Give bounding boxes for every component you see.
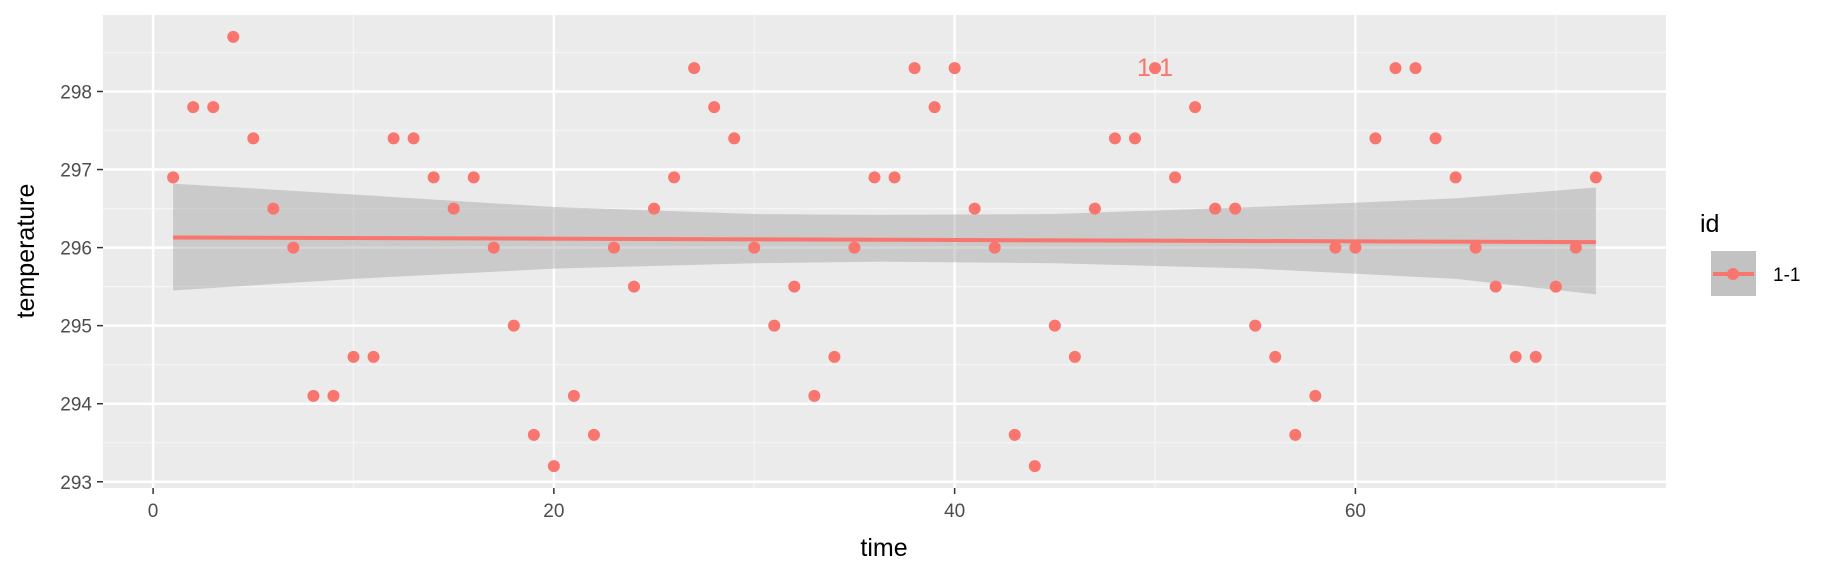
- data-point: [1549, 280, 1562, 293]
- legend-title: id: [1700, 210, 1719, 238]
- data-point: [1249, 319, 1262, 332]
- data-point: [1189, 101, 1202, 114]
- data-point: [788, 280, 801, 293]
- data-point: [1169, 171, 1182, 184]
- data-points: [167, 30, 1602, 473]
- x-tick-label: 40: [944, 501, 965, 522]
- x-axis-title: time: [860, 534, 907, 562]
- data-point: [427, 171, 440, 184]
- data-point: [1209, 202, 1222, 215]
- data-point: [287, 241, 300, 254]
- data-point: [467, 171, 480, 184]
- data-point: [1489, 280, 1502, 293]
- data-point: [267, 202, 280, 215]
- data-point: [187, 101, 200, 114]
- trend-line-layer: [173, 235, 1596, 245]
- data-point: [587, 428, 600, 441]
- y-axis-title: temperature: [12, 184, 40, 319]
- data-point: [648, 202, 661, 215]
- x-axis-ticks: 0 20 40 60: [148, 488, 1366, 522]
- data-point: [1128, 132, 1141, 145]
- y-tick-label: 296: [60, 239, 92, 260]
- data-point: [968, 202, 981, 215]
- legend-key-point: [1727, 268, 1739, 280]
- y-tick-label: 297: [60, 161, 92, 182]
- data-point: [507, 319, 520, 332]
- x-tick-label: 20: [543, 501, 564, 522]
- data-point: [1449, 171, 1462, 184]
- data-point: [1108, 132, 1121, 145]
- data-point: [1369, 132, 1382, 145]
- grid-minor: [103, 15, 1666, 488]
- data-point: [1469, 241, 1482, 254]
- data-point: [708, 101, 721, 114]
- y-tick-label: 293: [60, 473, 92, 494]
- data-point: [1329, 241, 1342, 254]
- x-tick-label: 0: [148, 501, 159, 522]
- data-point: [387, 132, 400, 145]
- data-point: [768, 319, 781, 332]
- data-point: [547, 460, 560, 473]
- data-point: [1309, 389, 1322, 402]
- data-point: [1389, 62, 1402, 75]
- data-point: [407, 132, 420, 145]
- data-point: [1229, 202, 1242, 215]
- data-point: [1529, 350, 1542, 363]
- data-point: [487, 241, 500, 254]
- data-point: [948, 62, 961, 75]
- data-point: [828, 350, 841, 363]
- data-point: [527, 428, 540, 441]
- data-point: [1088, 202, 1101, 215]
- data-point: [227, 30, 240, 43]
- legend-label: 1-1: [1773, 265, 1800, 286]
- data-point: [247, 132, 260, 145]
- y-tick-label: 295: [60, 317, 92, 338]
- data-point: [207, 101, 220, 114]
- data-point: [367, 350, 380, 363]
- data-point: [607, 241, 620, 254]
- data-point: [1349, 241, 1362, 254]
- data-point: [628, 280, 641, 293]
- data-point: [928, 101, 941, 114]
- legend: id 1-1: [1700, 210, 1800, 296]
- data-point: [567, 389, 580, 402]
- data-point: [808, 389, 821, 402]
- data-point: [1269, 350, 1282, 363]
- data-point: [1429, 132, 1442, 145]
- panel-background: [103, 15, 1666, 488]
- data-point: [1289, 428, 1302, 441]
- y-axis-ticks: 293 294 295 296 297 298: [60, 82, 103, 494]
- data-point: [1068, 350, 1081, 363]
- data-point: [988, 241, 1001, 254]
- trend-line: [173, 235, 1596, 245]
- data-point: [1149, 62, 1162, 75]
- data-point: [1008, 428, 1021, 441]
- point-annotation: 1-1: [1137, 54, 1173, 82]
- data-point: [728, 132, 741, 145]
- data-point: [327, 389, 340, 402]
- data-point: [908, 62, 921, 75]
- data-point: [347, 350, 360, 363]
- data-point: [848, 241, 861, 254]
- data-point: [888, 171, 901, 184]
- data-point: [1409, 62, 1422, 75]
- data-point: [868, 171, 881, 184]
- data-point: [1048, 319, 1061, 332]
- data-point: [668, 171, 681, 184]
- y-tick-label: 294: [60, 395, 92, 416]
- data-point: [1569, 241, 1582, 254]
- data-point: [167, 171, 180, 184]
- data-point: [688, 62, 701, 75]
- y-tick-label: 298: [60, 82, 92, 103]
- data-point: [748, 241, 761, 254]
- data-point: [307, 389, 320, 402]
- data-point: [1589, 171, 1602, 184]
- data-point: [447, 202, 460, 215]
- x-tick-label: 60: [1345, 501, 1366, 522]
- data-point: [1028, 460, 1041, 473]
- data-point: [1509, 350, 1522, 363]
